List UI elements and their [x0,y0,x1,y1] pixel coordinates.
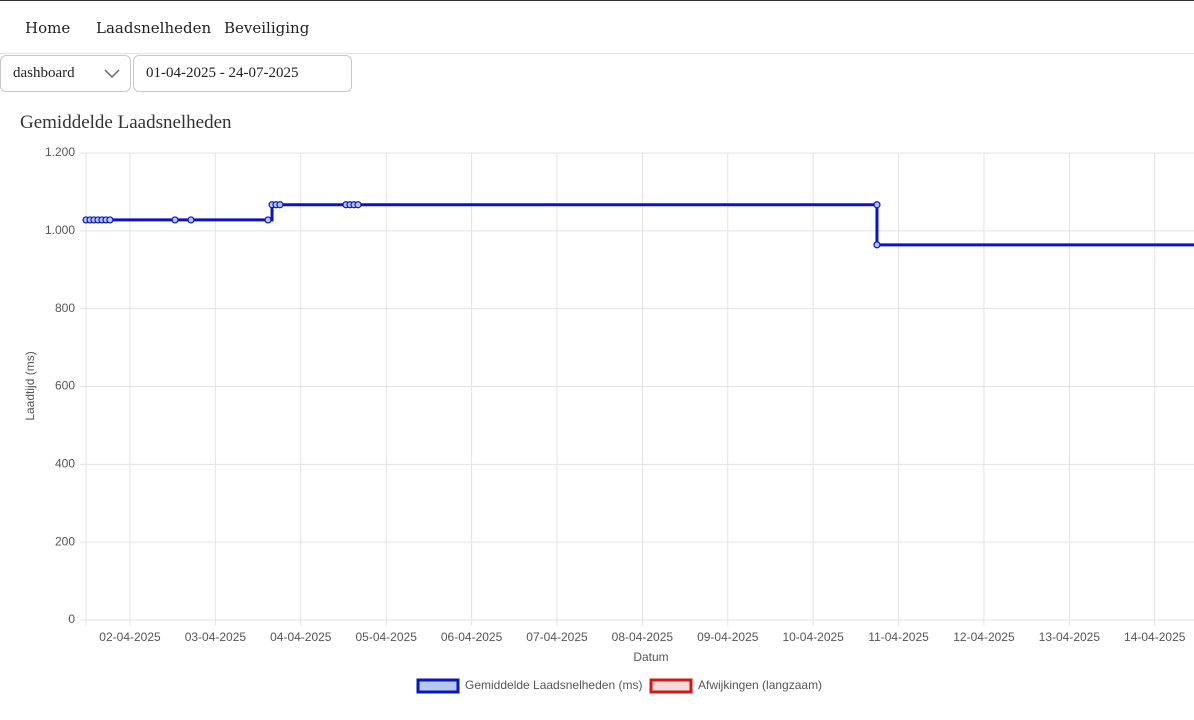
data-point [264,216,272,224]
x-tick-label: 13-04-2025 [1039,630,1101,644]
legend-label: Afwijkingen (langzaam) [698,678,822,692]
y-tick-label: 1.000 [45,223,75,237]
y-axis-label: Laadtijd (ms) [23,351,37,420]
chevron [104,69,120,79]
data-point [106,216,114,224]
nav-item[interactable]: Home [25,19,71,37]
x-tick-label: 10-04-2025 [782,630,844,644]
page-select[interactable]: dashboard [0,55,131,92]
data-point [187,216,195,224]
x-tick-label: 07-04-2025 [526,630,588,644]
x-tick-label: 09-04-2025 [697,630,759,644]
x-tick-label: 14-04-2025 [1124,630,1186,644]
x-tick-label: 05-04-2025 [355,630,417,644]
nav-bar: Home Laadsnelheden Beveiliging [0,0,1194,54]
y-tick-label: 800 [55,301,75,315]
legend-swatch [416,678,460,694]
x-axis-label: Datum [633,650,668,664]
chart-heading: Gemiddelde Laadsnelheden [20,112,232,133]
x-tick-label: 02-04-2025 [99,630,161,644]
nav-item[interactable]: Laadsnelheden [96,19,212,37]
chart: Datum Laadtijd (ms) 0 200 400 600 800 1.000 1.… [23,145,1194,694]
y-tick-label: 1.200 [45,145,75,159]
legend-swatch [649,678,693,694]
plot-area [82,201,1194,249]
y-tick-label: 400 [55,457,75,471]
y-tick-label: 600 [55,379,75,393]
x-tick-label: 04-04-2025 [270,630,332,644]
data-point [354,201,362,209]
data-point [873,241,881,249]
step-line [86,203,1194,247]
data-point [276,201,284,209]
data-point [171,216,179,224]
legend-label: Gemiddelde Laadsnelheden (ms) [465,678,642,692]
date-range-input[interactable]: 01-04-2025 - 24-07-2025 [133,55,352,92]
x-tick-label: 08-04-2025 [612,630,674,644]
data-point [873,201,881,209]
x-tick-label: 12-04-2025 [953,630,1015,644]
y-tick-label: 0 [68,612,75,626]
nav-item[interactable]: Beveiliging [224,19,310,37]
y-tick-label: 200 [55,534,75,548]
select-value: dashboard [13,65,75,81]
date-range-value: 01-04-2025 - 24-07-2025 [146,65,299,81]
x-tick-label: 11-04-2025 [868,630,929,644]
x-tick-label: 03-04-2025 [185,630,247,644]
x-tick-label: 06-04-2025 [441,630,503,644]
